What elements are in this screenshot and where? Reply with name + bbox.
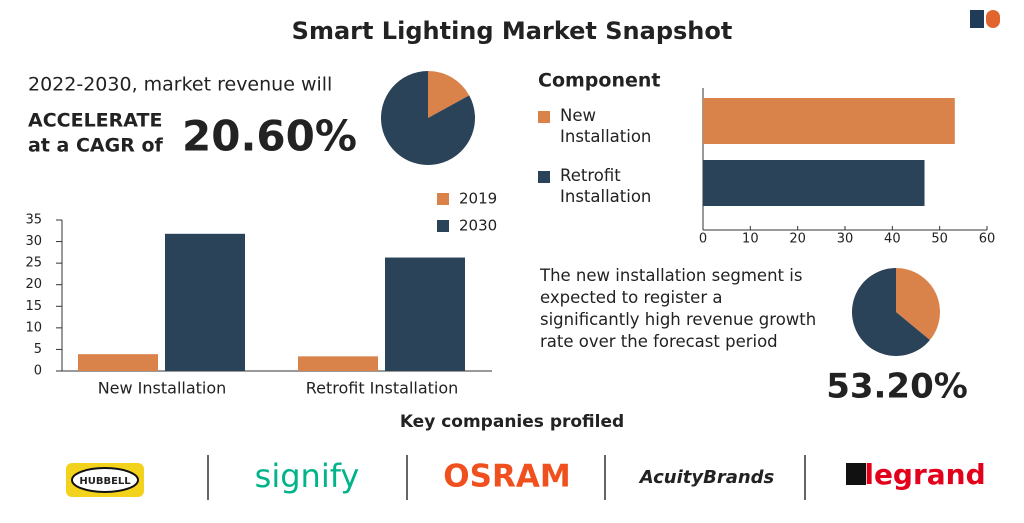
x-tick-label: 30 [837, 232, 854, 247]
insight-stat: 53.20% [826, 367, 968, 407]
y-tick-label: 5 [34, 342, 42, 357]
cagr-value: 20.60% [182, 112, 357, 161]
dividers [207, 455, 806, 500]
company-logo: signify [255, 457, 360, 495]
x-tick-label: Retrofit Installation [306, 379, 459, 398]
bar [703, 98, 955, 144]
legend-label: 2030 [459, 217, 497, 235]
legend-label: New Installation [560, 106, 652, 146]
y-tick-label: 10 [25, 320, 42, 335]
x-tick-label: 10 [742, 232, 759, 247]
legend-swatch [538, 111, 550, 123]
y-tick-label: 30 [25, 234, 42, 249]
bar [385, 257, 465, 371]
legend-label: 2019 [459, 190, 497, 208]
x-tick-label: 40 [884, 232, 901, 247]
pie-slice [380, 71, 475, 166]
x-tick-label: 20 [789, 232, 806, 247]
legend-swatch [538, 171, 550, 183]
hubbell-oval [71, 467, 139, 493]
legend-swatch [437, 193, 449, 205]
pie-slice [428, 71, 470, 118]
bar [703, 160, 925, 206]
bar [78, 354, 158, 371]
pie-slice [896, 268, 941, 341]
bar [165, 233, 245, 371]
x-tick-label: 0 [699, 232, 707, 247]
companies-title: Key companies profiled [400, 412, 624, 432]
company-logo: AcuityBrands [638, 467, 775, 488]
x-tick-label: 60 [979, 232, 996, 247]
legrand-mark [846, 463, 866, 485]
logo-part [970, 10, 984, 28]
legend-swatch [437, 220, 449, 232]
brand-logo [970, 10, 1000, 28]
chart-title: Component [538, 70, 660, 92]
cagr-suffix: at a CAGR of [28, 135, 163, 157]
company-logo: HUBBELL [79, 476, 131, 487]
logo-part [986, 10, 1000, 28]
company-logo: legrand [864, 458, 985, 491]
cagr-lead: 2022-2030, market revenue will [28, 74, 332, 96]
company-logo: OSRAM [443, 459, 570, 495]
y-tick-label: 20 [25, 277, 42, 292]
y-tick-label: 15 [25, 299, 42, 314]
cagr-emphasis: ACCELERATE [28, 110, 162, 132]
y-tick-label: 0 [34, 364, 42, 379]
x-tick-label: New Installation [98, 379, 227, 398]
title: Smart Lighting Market Snapshot [292, 17, 733, 45]
y-tick-label: 25 [25, 256, 42, 271]
bar [298, 356, 378, 371]
y-tick-label: 35 [25, 213, 42, 228]
x-tick-label: 50 [931, 232, 948, 247]
legend-label: Retrofit Installation [560, 166, 652, 206]
insight-text: The new installation segment is expected… [540, 266, 817, 351]
pie-slice [852, 268, 930, 356]
